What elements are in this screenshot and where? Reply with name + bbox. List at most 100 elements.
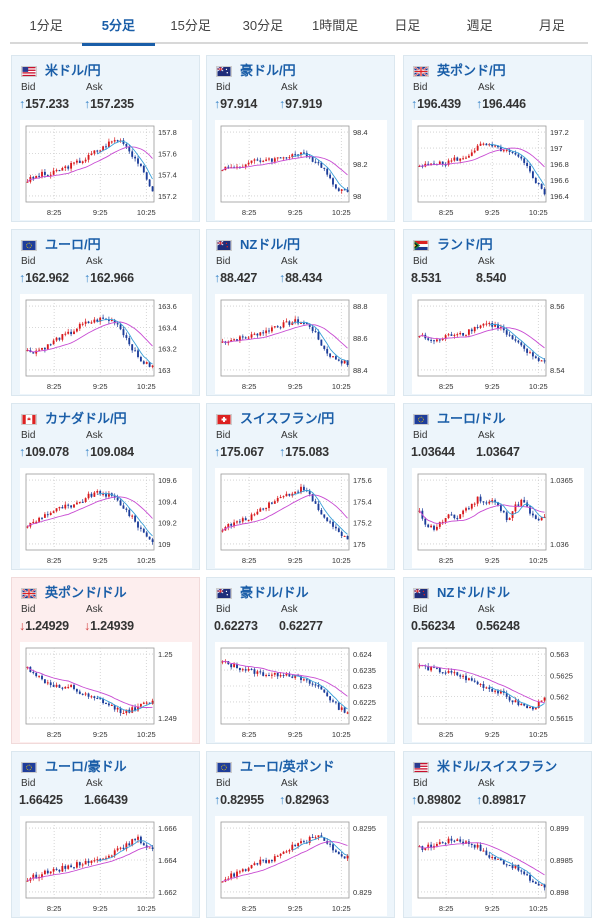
pair-title[interactable]: ユーロ/豪ドル [45, 759, 127, 774]
rate-card[interactable]: ユーロ/豪ドル Bid Ask 1.66425 1.66439 8:25 9:25 10:25… [11, 751, 200, 918]
moving-average-fast [292, 489, 348, 535]
ask-number: 88.434 [285, 271, 323, 285]
candle-body [32, 176, 35, 179]
y-tick-label: 0.5625 [550, 671, 573, 680]
y-tick-label: 1.25 [158, 650, 173, 659]
candle-body [465, 675, 467, 681]
candle-body [311, 494, 314, 502]
pair-title[interactable]: 米ドル/スイスフラン [437, 759, 558, 774]
us-jp-flag-icon [21, 64, 37, 77]
pair-title[interactable]: NZドル/ドル [437, 585, 510, 600]
moving-average-fast [97, 318, 153, 365]
candle-body [334, 701, 337, 703]
tab-7[interactable]: 月足 [538, 18, 565, 33]
pair-title[interactable]: NZドル/円 [240, 237, 300, 252]
candle-body [334, 184, 337, 189]
rate-card[interactable]: 米ドル/スイスフラン Bid Ask ↑0.89802 ↑0.89817 8:25 9:25… [403, 751, 592, 918]
bid-value: ↑97.914 [214, 97, 257, 111]
candle-body [491, 857, 494, 859]
pair-title[interactable]: 英ポンド/ドル [45, 585, 127, 600]
rate-card[interactable]: ユーロ/ドル Bid Ask 1.03644 1.03647 8:25 9:25 10:25 1… [403, 403, 592, 570]
rate-card[interactable]: スイスフラン/円 Bid Ask ↑175.067 ↑175.083 8:25 9:25 10… [206, 403, 395, 570]
rate-card[interactable]: NZドル/ドル Bid Ask 0.56234 0.56248 8:25 9:25 10:25… [403, 577, 592, 744]
pair-title[interactable]: カナダドル/円 [45, 411, 127, 426]
pair-title[interactable]: ユーロ/英ポンド [240, 759, 335, 774]
tab-4[interactable]: 1時間足 [312, 18, 359, 33]
candle-body [122, 713, 125, 715]
y-tick-label: 0.562 [550, 693, 569, 702]
rate-card[interactable]: 英ポンド/円 Bid Ask ↑196.439 ↑196.446 8:25 9:25 10:2… [403, 55, 592, 222]
tab-1[interactable]: 5分足 [82, 8, 155, 46]
ask-number: 196.446 [482, 97, 526, 111]
ask-number: 97.919 [285, 97, 323, 111]
candle-body [285, 157, 288, 159]
rate-card[interactable]: ユーロ/円 Bid Ask ↑162.962 ↑162.966 8:25 9:25 10:25… [11, 229, 200, 396]
ask-value: ↑97.919 [279, 97, 322, 111]
bid-value: ↑196.439 [411, 97, 461, 111]
rate-card[interactable]: ユーロ/英ポンド Bid Ask ↑0.82955 ↑0.82963 8:25 9:25 10… [206, 751, 395, 918]
candle-body [93, 696, 96, 698]
rate-card[interactable]: 豪ドル/ドル Bid Ask 0.62273 0.62277 8:25 9:25 10:25 0… [206, 577, 395, 744]
candle-body [105, 146, 107, 148]
moving-average-fast [97, 493, 153, 537]
tab-3[interactable]: 30分足 [242, 18, 284, 33]
rate-card[interactable]: カナダドル/円 Bid Ask ↑109.078 ↑109.084 8:25 9:25 10:… [11, 403, 200, 570]
pair-title[interactable]: 英ポンド/円 [437, 63, 506, 78]
rate-card[interactable]: 豪ドル/円 Bid Ask ↑97.914 ↑97.919 8:25 9:25 10:25 98… [206, 55, 395, 222]
rate-card[interactable]: ランド/円 Bid Ask 8.531 8.540 8:25 9:25 10:25 8.56 8.… [403, 229, 592, 396]
pair-title[interactable]: 豪ドル/円 [240, 63, 296, 78]
tab-0[interactable]: 1分足 [29, 18, 63, 33]
moving-average-fast [97, 696, 153, 712]
arrow-up-icon: ↑ [476, 97, 483, 111]
candle-body [81, 323, 84, 325]
candle-body [505, 512, 508, 520]
candle-body [90, 860, 93, 863]
pair-title[interactable]: ランド/円 [437, 237, 493, 252]
tab-6[interactable]: 週足 [466, 18, 493, 33]
candle-body [270, 502, 273, 504]
candle-body [329, 174, 332, 179]
x-tick-label: 10:25 [332, 556, 351, 565]
y-tick-label: 1.664 [158, 856, 177, 865]
rate-card[interactable]: 英ポンド/ドル Bid Ask ↓1.24929 ↓1.24939 8:25 9:25 10:… [11, 577, 200, 744]
moving-average-slow [419, 327, 545, 349]
rate-card[interactable]: 米ドル/円 Bid Ask ↑157.233 ↑157.235 8:25 9:25 10:25… [11, 55, 200, 222]
candle-body [482, 850, 485, 852]
candle-body [470, 152, 473, 156]
candle-body [282, 157, 285, 159]
pair-title[interactable]: ユーロ/ドル [437, 411, 506, 426]
tab-5[interactable]: 日足 [394, 18, 421, 33]
pair-title[interactable]: 米ドル/円 [45, 63, 101, 78]
candle-body [241, 669, 244, 671]
ask-label: Ask [281, 430, 298, 441]
y-tick-label: 1.036 [550, 540, 569, 549]
candle-body [137, 521, 139, 528]
pair-title[interactable]: ユーロ/円 [45, 237, 101, 252]
arrow-up-icon: ↑ [279, 445, 286, 459]
candle-body [494, 500, 497, 503]
rate-card[interactable]: NZドル/円 Bid Ask ↑88.427 ↑88.434 8:25 9:25 10:25 8… [206, 229, 395, 396]
y-tick-label: 0.623 [353, 682, 372, 691]
candle-body [93, 860, 96, 862]
candle-body [456, 334, 459, 336]
candle-body [497, 145, 499, 148]
candle-body [107, 493, 110, 497]
candle-body [320, 686, 323, 690]
candle-body [268, 860, 270, 863]
pair-title[interactable]: 豪ドル/ドル [240, 585, 309, 600]
candle-body [323, 514, 326, 518]
candle-body [265, 330, 268, 334]
candle-body [134, 839, 137, 841]
candle-body [499, 147, 502, 152]
candle-body [90, 493, 93, 497]
candle-body [233, 339, 236, 341]
candle-body [58, 507, 61, 509]
tab-2[interactable]: 15分足 [170, 18, 211, 33]
candle-body [467, 329, 470, 335]
pair-title[interactable]: スイスフラン/円 [240, 411, 335, 426]
candle-body [244, 669, 247, 671]
candle-body [311, 836, 314, 838]
bid-value: 1.66425 [19, 793, 63, 807]
candle-body [61, 507, 64, 509]
bid-value: ↑175.067 [214, 445, 264, 459]
